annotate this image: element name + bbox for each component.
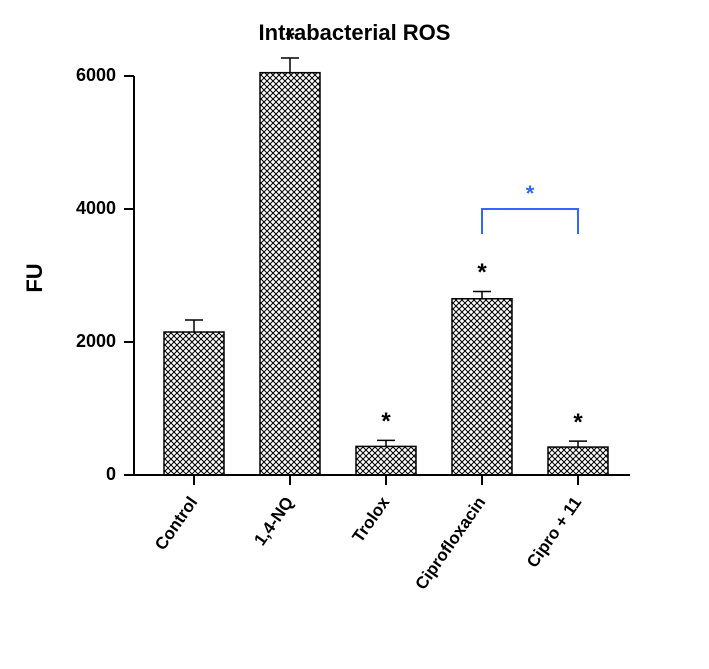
y-tick-label-1: 2000: [0, 331, 116, 352]
sig-star-3: *: [472, 259, 492, 287]
y-tick-label-2: 4000: [0, 198, 116, 219]
y-tick-label-0: 0: [0, 464, 116, 485]
sig-star-2: *: [376, 408, 396, 436]
bar-3: [452, 299, 512, 475]
bar-1: [260, 73, 320, 475]
bar-2: [356, 446, 416, 475]
bar-0: [164, 332, 224, 475]
y-tick-label-3: 6000: [0, 65, 116, 86]
bracket-star: *: [520, 181, 540, 207]
bar-chart: Intrabacterial ROS FU Control*1,4-NQ*Tro…: [0, 0, 709, 647]
bar-4: [548, 447, 608, 475]
sig-star-4: *: [568, 409, 588, 437]
sig-star-1: *: [280, 26, 300, 54]
comparison-bracket: [482, 209, 578, 234]
